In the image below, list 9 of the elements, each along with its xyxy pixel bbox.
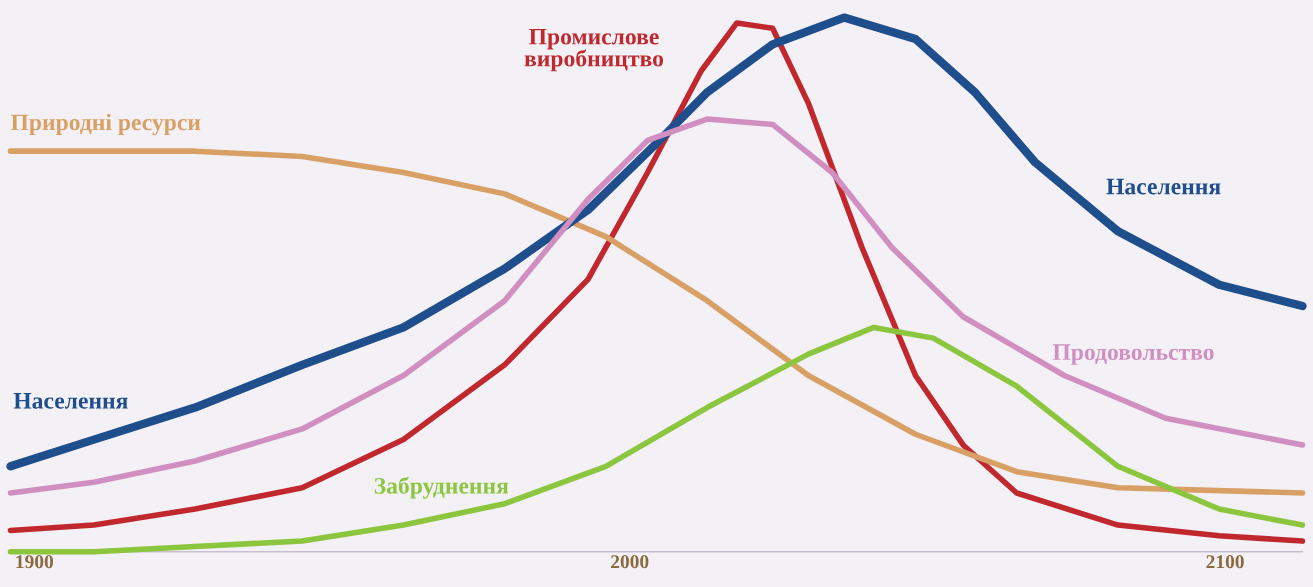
x-tick-label: 1900 — [16, 555, 54, 569]
series-label: Населення — [1106, 178, 1221, 195]
x-tick-label: 2000 — [611, 555, 649, 569]
series-label: Природні ресурси — [10, 113, 201, 136]
annotation: Населення — [13, 393, 128, 409]
series-label: Продовольство — [1052, 344, 1214, 365]
series-label: Промислове виробництво — [524, 28, 664, 72]
series-label: Забруднення — [374, 476, 509, 499]
x-tick-label: 2100 — [1206, 555, 1244, 569]
